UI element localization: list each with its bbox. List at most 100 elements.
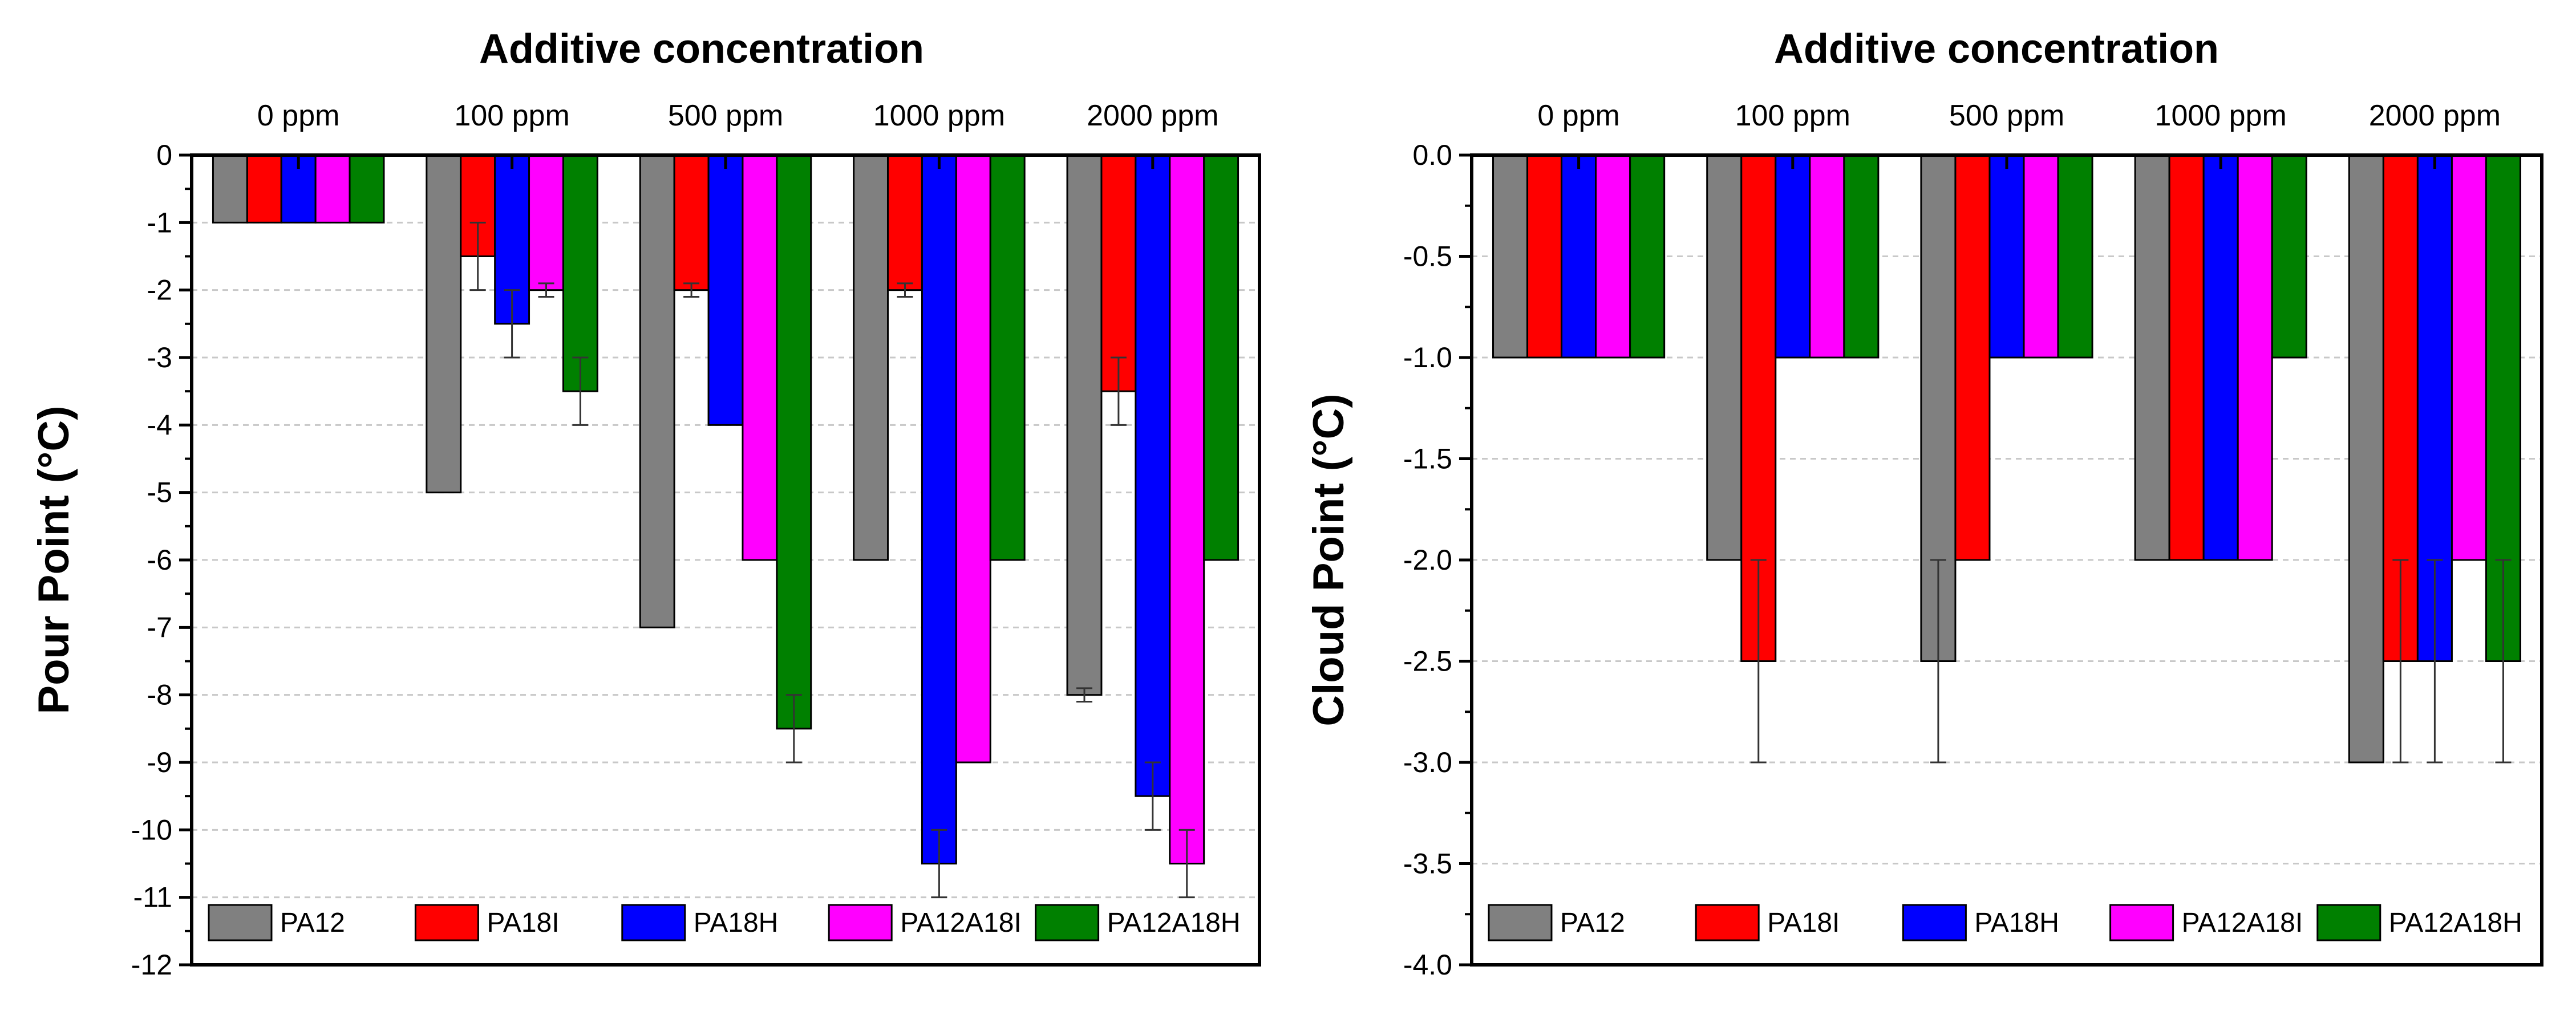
bar-PA18H-2 <box>1988 154 2025 359</box>
y-tick-label: -2 <box>147 274 172 306</box>
bar-PA12-3 <box>853 154 889 561</box>
bar-PA12A18H-3 <box>2271 154 2307 359</box>
bar-PA18I-0 <box>1526 154 1563 359</box>
legend-label-PA18I: PA18I <box>487 908 559 938</box>
category-label: 1000 ppm <box>873 99 1005 132</box>
legend-swatch-PA12 <box>1488 904 1553 941</box>
y-tick-label: 0 <box>156 139 172 171</box>
bar-PA12A18H-3 <box>989 154 1026 561</box>
bar-PA18I-2 <box>673 154 710 291</box>
legend-swatch-PA12A18H <box>1035 904 1100 941</box>
bar-PA18I-2 <box>1954 154 1991 561</box>
chart-title: Additive concentration <box>1774 26 2219 72</box>
bar-PA12A18I-0 <box>1595 154 1631 359</box>
y-tick-label: -5 <box>147 477 172 509</box>
bar-PA12A18H-1 <box>562 154 598 392</box>
bar-PA18H-3 <box>921 154 957 864</box>
category-label: 2000 ppm <box>1087 99 1218 132</box>
bar-PA12A18I-1 <box>1809 154 1845 359</box>
y-tick-label: -9 <box>147 746 172 778</box>
y-tick-label: -4 <box>147 409 172 441</box>
category-label: 2000 ppm <box>2369 99 2501 132</box>
bar-PA12A18H-2 <box>776 154 812 730</box>
legend-swatch-PA18H <box>1902 904 1967 941</box>
y-tick-label: -1 <box>147 206 172 238</box>
y-tick-label: -12 <box>131 949 172 981</box>
y-tick-label: -1.0 <box>1403 342 1452 373</box>
pour-chart: 0 -1 -2 -3 -4 -5 -6 -7 -8 -9 -10 -11 -12 0 ppm 100 ppm… <box>30 26 1261 981</box>
legend-label-PA12A18I: PA12A18I <box>2182 908 2303 938</box>
y-tick-label: -3 <box>147 342 172 373</box>
category-label: 100 ppm <box>454 99 569 132</box>
y-tick-label: 0.0 <box>1412 139 1452 171</box>
legend-label-PA12A18H: PA12A18H <box>2389 908 2522 938</box>
bar-PA12A18I-3 <box>2237 154 2273 561</box>
bar-PA12-1 <box>1706 154 1743 561</box>
bar-PA12A18H-4 <box>1203 154 1240 561</box>
bar-PA12-4 <box>1066 154 1103 696</box>
legend-swatch-PA12A18I <box>828 904 893 941</box>
category-label: 0 ppm <box>1537 99 1620 132</box>
legend-swatch-PA12A18H <box>2316 904 2381 941</box>
bar-PA12A18H-1 <box>1843 154 1880 359</box>
bar-PA18I-0 <box>246 154 282 224</box>
y-tick-label: -3.0 <box>1403 746 1452 778</box>
bar-PA18H-4 <box>1135 154 1171 797</box>
y-tick-label: -2.5 <box>1403 645 1452 677</box>
legend-label-PA18I: PA18I <box>1767 908 1840 938</box>
category-label: 500 ppm <box>668 99 783 132</box>
legend: PA12 PA18I PA18H PA12A18I PA12A18H <box>208 904 1241 941</box>
cloud-chart: 0.0 -0.5 -1.0 -1.5 -2.0 -2.5 -3.0 -3.5 -4.0 0 ppm… <box>1305 26 2543 981</box>
bar-PA12A18I-4 <box>1169 154 1205 864</box>
y-tick-label: -1.5 <box>1403 443 1452 475</box>
bar-PA18I-3 <box>2168 154 2205 561</box>
bar-PA18H-0 <box>1561 154 1597 359</box>
category-label: 1000 ppm <box>2155 99 2287 132</box>
bar-PA18H-3 <box>2202 154 2239 561</box>
bar-PA12A18I-0 <box>314 154 351 224</box>
legend-label-PA12: PA12 <box>1560 908 1625 938</box>
bar-PA12-0 <box>212 154 248 224</box>
bar-PA12-1 <box>426 154 462 494</box>
y-tick-label: -10 <box>131 814 172 846</box>
legend-swatch-PA18I <box>1695 904 1760 941</box>
legend-swatch-PA18I <box>414 904 479 941</box>
bar-PA12-2 <box>639 154 675 628</box>
legend-label-PA12A18H: PA12A18H <box>1107 908 1241 938</box>
bar-PA18I-3 <box>887 154 923 291</box>
legend-label-PA12A18I: PA12A18I <box>900 908 1022 938</box>
bar-PA12-0 <box>1492 154 1529 359</box>
y-axis-label: Cloud Point (°C) <box>1305 393 1353 726</box>
bar-PA12-3 <box>2134 154 2170 561</box>
y-tick-label: -0.5 <box>1403 241 1452 273</box>
y-tick-label: -4.0 <box>1403 949 1452 981</box>
bar-PA12A18H-0 <box>349 154 385 224</box>
y-tick-label: -3.5 <box>1403 848 1452 880</box>
bar-PA12A18I-2 <box>2023 154 2059 359</box>
y-tick-label: -7 <box>147 611 172 643</box>
bar-PA12-4 <box>2348 154 2384 764</box>
category-label: 0 ppm <box>257 99 340 132</box>
y-tick-label: -6 <box>147 544 172 576</box>
bar-PA12A18I-4 <box>2451 154 2487 561</box>
bar-PA12A18H-0 <box>1629 154 1666 359</box>
bar-PA18H-2 <box>707 154 744 426</box>
legend: PA12 PA18I PA18H PA12A18I PA12A18H <box>1488 904 2522 941</box>
category-label: 100 ppm <box>1735 99 1850 132</box>
bar-PA12A18H-2 <box>2057 154 2093 359</box>
legend-label-PA18H: PA18H <box>694 908 779 938</box>
legend-label-PA12: PA12 <box>280 908 345 938</box>
y-axis-label: Pour Point (°C) <box>30 405 78 714</box>
legend-swatch-PA12 <box>208 904 273 941</box>
bar-PA12A18I-1 <box>528 154 564 291</box>
legend-label-PA18H: PA18H <box>1974 908 2059 938</box>
bar-PA12A18I-2 <box>742 154 778 561</box>
legend-swatch-PA12A18I <box>2109 904 2174 941</box>
bar-PA18I-4 <box>1100 154 1137 392</box>
y-tick-label: -8 <box>147 679 172 711</box>
chart-title: Additive concentration <box>479 26 924 72</box>
bar-PA12A18I-3 <box>955 154 991 764</box>
y-tick-label: -2.0 <box>1403 544 1452 576</box>
